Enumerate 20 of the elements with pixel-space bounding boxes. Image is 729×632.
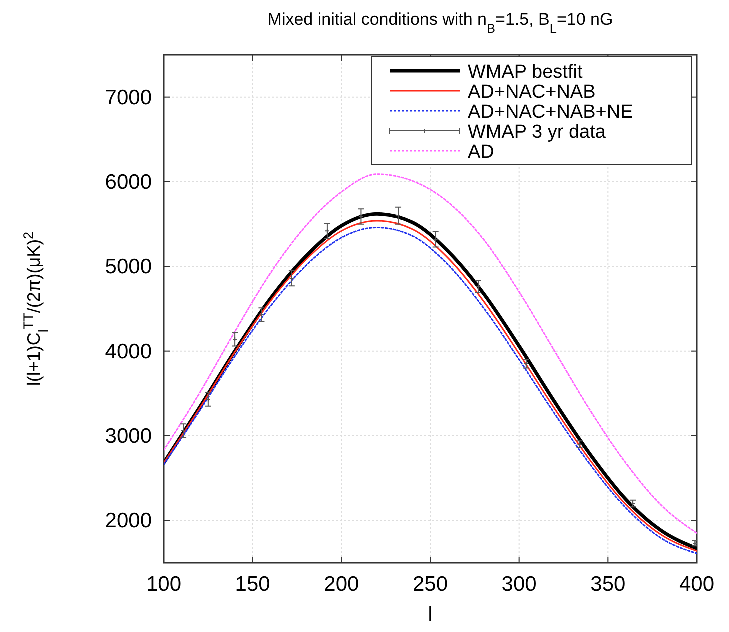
legend-label: AD [468, 142, 494, 163]
legend-label: WMAP bestfit [468, 62, 584, 83]
x-tick-label: 200 [324, 573, 360, 596]
y-tick-label: 3000 [105, 425, 152, 448]
y-tick-label: 5000 [105, 256, 152, 279]
x-tick-label: 100 [146, 573, 182, 596]
x-tick-label: 150 [235, 573, 270, 596]
chart-title: Mixed initial conditions with n$_{B}$=1.5, B$_{L}$=10 nG [268, 10, 614, 36]
legend-label: AD+NAC+NAB+NE [468, 102, 634, 123]
x-tick-label: 350 [590, 573, 626, 596]
legend-label: AD+NAC+NAB [468, 82, 596, 103]
x-tick-label: 250 [412, 573, 448, 596]
y-tick-label: 6000 [105, 171, 152, 194]
y-tick-label: 4000 [105, 340, 152, 364]
y-tick-label: 2000 [105, 510, 152, 533]
x-tick-label: 400 [679, 573, 715, 596]
x-axis-title: l [428, 604, 433, 626]
legend-label: WMAP 3 yr data [468, 122, 606, 143]
x-tick-label: 300 [502, 573, 537, 596]
y-tick-label: 7000 [105, 86, 152, 110]
